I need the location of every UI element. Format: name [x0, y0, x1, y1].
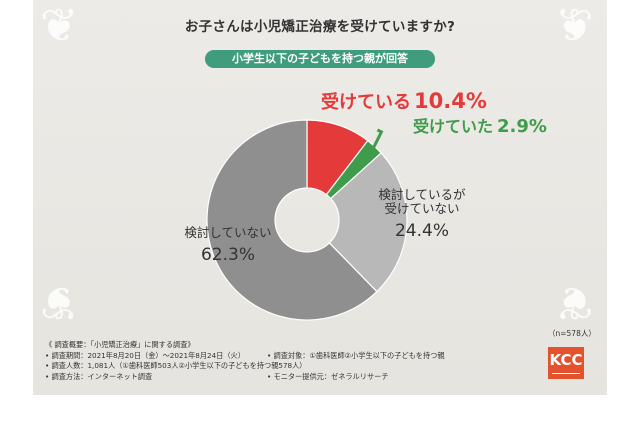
- label-not-considering-text: 検討していない: [184, 225, 272, 240]
- survey-row-3: • 調査方法：インターネット調査 • モニター提供元：ゼネラルリサーチ: [45, 372, 545, 383]
- survey-row-1: • 調査期間：2021年8月20日（金）～2021年8月24日（火） • 調査対象…: [45, 351, 545, 362]
- chart-subtitle: 小学生以下の子どもを持つ親が回答: [205, 50, 435, 68]
- survey-method: • 調査方法：インターネット調査: [45, 371, 153, 381]
- survey-overview: 《 調査概要：「小児矯正治療」に関する調査》 • 調査期間：2021年8月20日…: [45, 340, 545, 382]
- label-received-text: 受けていた: [413, 117, 494, 136]
- label-receiving-value: 10.4%: [414, 89, 487, 113]
- label-considering-value: 24.4%: [394, 220, 449, 241]
- kcc-logo: KCC: [548, 347, 584, 379]
- label-not-considering: 検討していない 62.3%: [178, 226, 278, 264]
- chart-title: お子さんは小児矯正治療を受けていますか?: [184, 19, 456, 35]
- survey-count: • 調査人数：1,081人（①歯科医師503人②小学生以下の子どもを持つ親578…: [45, 361, 307, 370]
- label-receiving-text: 受けている: [321, 92, 411, 113]
- survey-provider: • モニター提供元：ゼネラルリサーチ: [267, 371, 389, 381]
- label-not-considering-value: 62.3%: [200, 244, 255, 265]
- leader-line-received: [372, 128, 384, 149]
- slice-not-considering: [206, 119, 378, 321]
- survey-period: • 調査期間：2021年8月20日（金）～2021年8月24日（火）: [45, 350, 245, 360]
- survey-target: • 調査対象：①歯科医師②小学生以下の子どもを持つ親: [267, 350, 445, 360]
- label-considering-line2: 受けていない: [384, 200, 460, 216]
- label-considering: 検討しているが 受けていない 24.4%: [372, 188, 472, 240]
- sample-size-note: （n=578人）: [548, 329, 596, 338]
- ornament-top-left: ❦: [40, 0, 79, 52]
- survey-heading: 《 調査概要：「小児矯正治療」に関する調査》: [45, 340, 195, 349]
- slice-considering: [328, 152, 408, 293]
- label-receiving: 受けている 10.4%: [321, 89, 487, 113]
- label-received-value: 2.9%: [497, 116, 547, 137]
- label-received: 受けていた 2.9%: [413, 117, 547, 137]
- label-considering-line1: 検討しているが: [378, 187, 466, 202]
